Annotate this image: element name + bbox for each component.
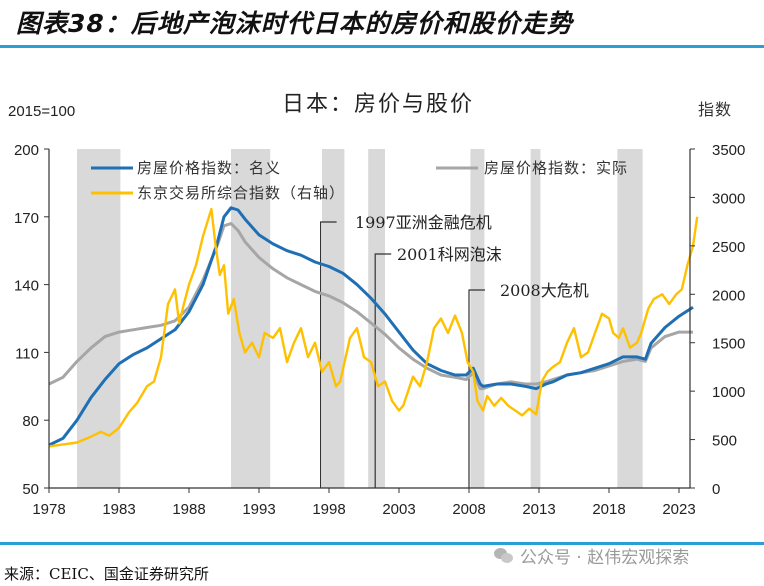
shaded-period-6 bbox=[617, 149, 643, 488]
shaded-period-3 bbox=[368, 149, 385, 488]
right-tick-label: 0 bbox=[712, 481, 720, 498]
annotation-line-1 bbox=[374, 253, 392, 488]
series-line-2 bbox=[48, 207, 699, 448]
chart: 日本：房价与股价 2015=100 指数 5080110140170200050… bbox=[8, 92, 745, 518]
right-tick-label: 1500 bbox=[712, 336, 745, 353]
left-tick-label: 110 bbox=[15, 345, 39, 362]
x-tick-label: 1983 bbox=[102, 501, 135, 518]
chart-title: 日本：房价与股价 bbox=[282, 92, 474, 117]
left-tick-label: 80 bbox=[22, 413, 39, 430]
right-tick-label: 3500 bbox=[712, 142, 745, 159]
shaded-period-0 bbox=[77, 149, 121, 488]
watermark-text: 公众号 · 赵伟宏观探索 bbox=[520, 548, 690, 568]
left-axis-unit: 2015=100 bbox=[8, 103, 75, 120]
x-tick-label: 2013 bbox=[522, 501, 555, 518]
right-tick-label: 500 bbox=[712, 433, 737, 450]
annotation-2001: 2001科网泡沫 bbox=[397, 245, 502, 264]
annotation-lines bbox=[320, 221, 485, 488]
left-tick-label: 200 bbox=[14, 142, 39, 159]
series-line-0 bbox=[48, 206, 694, 447]
source-note: 来源：CEIC、国金证券研究所 bbox=[4, 565, 209, 583]
right-tick-label: 1000 bbox=[712, 384, 745, 401]
legend-label-real: 房屋价格指数：实际 bbox=[484, 159, 628, 177]
shaded-period-5 bbox=[530, 149, 541, 488]
wechat-icon bbox=[494, 547, 514, 564]
shaded-period-2 bbox=[322, 149, 345, 488]
series-lines bbox=[48, 206, 699, 448]
x-tick-label: 2023 bbox=[662, 501, 695, 518]
left-tick-label: 170 bbox=[14, 210, 39, 227]
legend-label-nominal: 房屋价格指数：名义 bbox=[137, 159, 281, 177]
shaded-period-4 bbox=[470, 149, 485, 488]
right-axis-unit: 指数 bbox=[698, 100, 732, 119]
top-rule bbox=[0, 45, 764, 48]
right-tick-label: 3000 bbox=[712, 190, 745, 207]
annotation-line-2 bbox=[468, 289, 485, 488]
left-tick-label: 50 bbox=[22, 481, 39, 498]
x-tick-label: 1978 bbox=[32, 501, 65, 518]
x-tick-label: 2018 bbox=[592, 501, 625, 518]
annotation-line-0 bbox=[320, 221, 337, 488]
x-tick-label: 1988 bbox=[172, 501, 205, 518]
left-tick-label: 140 bbox=[14, 278, 39, 295]
x-tick-label: 1998 bbox=[312, 501, 345, 518]
right-tick-label: 2500 bbox=[712, 239, 745, 256]
axes: 5080110140170200050010001500200025003000… bbox=[14, 142, 745, 518]
shaded-periods bbox=[77, 149, 643, 488]
bottom-rule bbox=[0, 542, 764, 545]
legend: 房屋价格指数：名义 房屋价格指数：实际 东京交易所综合指数（右轴） bbox=[91, 159, 628, 202]
x-tick-label: 2008 bbox=[452, 501, 485, 518]
figure-title: 图表38：后地产泡沫时代日本的房价和股价走势 bbox=[16, 9, 573, 38]
annotation-1997: 1997亚洲金融危机 bbox=[355, 213, 492, 232]
right-tick-label: 2000 bbox=[712, 287, 745, 304]
legend-label-topix: 东京交易所综合指数（右轴） bbox=[137, 184, 345, 202]
watermark: 公众号 · 赵伟宏观探索 bbox=[494, 543, 689, 568]
x-tick-label: 2003 bbox=[382, 501, 415, 518]
x-tick-label: 1993 bbox=[242, 501, 275, 518]
annotation-2008: 2008大危机 bbox=[500, 281, 589, 300]
